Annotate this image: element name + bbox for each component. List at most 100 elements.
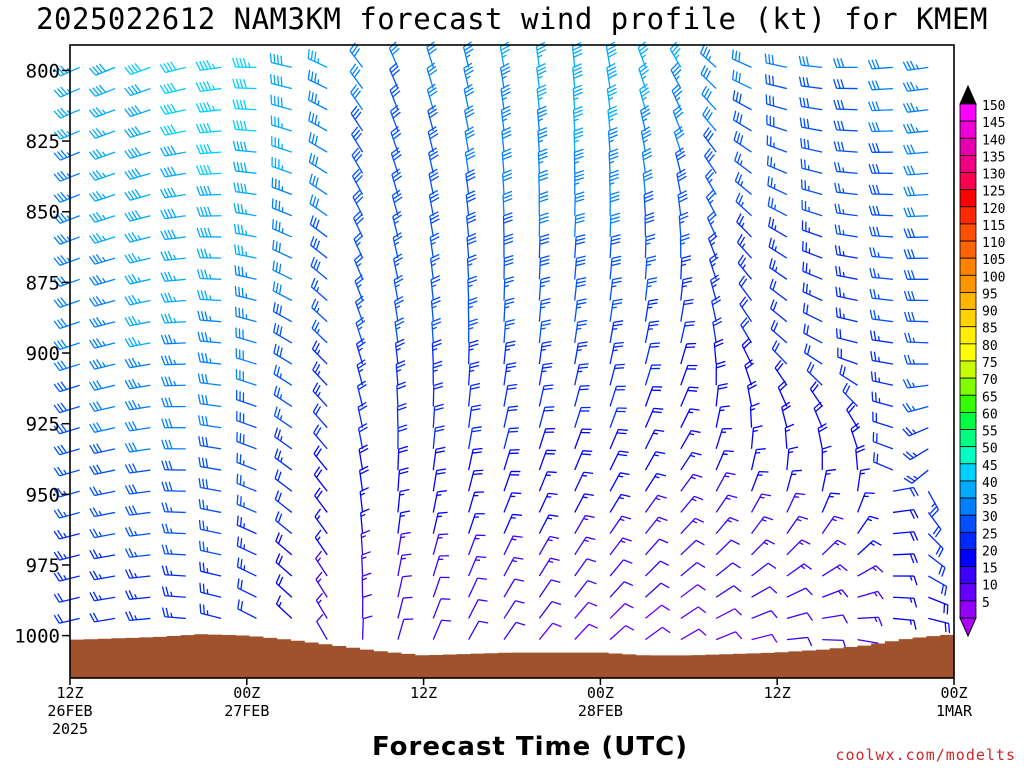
wind-barb: [432, 576, 450, 598]
barb-feather: [579, 363, 589, 366]
barb-feather: [873, 330, 877, 341]
barb-feather: [53, 509, 60, 519]
barb-feather: [834, 224, 838, 234]
wind-barb: [307, 90, 328, 111]
barb-feather: [902, 379, 909, 389]
wind-barb: [574, 580, 597, 598]
wind-barb: [701, 85, 717, 111]
barb-half-feather: [540, 327, 546, 330]
barb-feather: [659, 538, 669, 544]
barb-feather: [704, 147, 711, 157]
barb-feather: [168, 376, 173, 386]
wind-barb: [680, 298, 694, 322]
barb-feather: [875, 184, 880, 195]
wind-barb: [199, 582, 222, 598]
barb-feather: [60, 65, 68, 74]
wind-barb: [235, 390, 257, 408]
wind-barb: [834, 203, 858, 217]
barb-feather: [56, 235, 64, 244]
barb-feather: [314, 93, 318, 104]
wind-barb: [537, 148, 548, 174]
barb-feather: [195, 103, 201, 113]
barb-feather: [236, 473, 239, 484]
barb-feather: [643, 154, 653, 161]
barb-feather: [833, 99, 838, 110]
barb-feather: [768, 258, 773, 268]
wind-barb: [89, 338, 116, 349]
barb-feather: [537, 91, 547, 97]
barb-feather: [464, 48, 474, 55]
barb-feather: [134, 168, 142, 177]
barb-feather: [196, 227, 201, 238]
barb-feather: [128, 337, 134, 347]
barb-feather: [656, 472, 667, 477]
barb-feather: [315, 550, 323, 559]
barb-feather: [614, 341, 624, 345]
barb-feather: [579, 388, 589, 391]
barb-feather: [160, 251, 166, 261]
barb-half-feather: [774, 225, 777, 231]
barb-half-feather: [102, 235, 106, 241]
barb-feather: [206, 81, 212, 91]
barb-staff: [609, 603, 626, 619]
barb-feather: [672, 65, 680, 74]
wind-barb: [538, 492, 558, 513]
wind-barb: [426, 62, 438, 89]
y-tick-label: 900: [26, 343, 60, 365]
barb-feather: [647, 277, 658, 281]
wind-barb: [432, 533, 449, 556]
barb-feather: [674, 108, 683, 116]
barb-feather: [239, 78, 244, 89]
barb-feather: [871, 122, 877, 132]
barb-feather: [837, 183, 841, 193]
wind-barb: [274, 469, 293, 492]
barb-feather: [903, 186, 908, 196]
colorbar-label: 45: [982, 459, 998, 474]
barb-feather: [807, 139, 810, 150]
barb-half-feather: [574, 160, 580, 164]
barb-feather: [838, 245, 842, 256]
barb-feather: [472, 451, 482, 454]
wind-barb: [786, 446, 799, 471]
barb-feather: [833, 515, 844, 520]
barb-half-feather: [619, 518, 625, 522]
barb-feather: [429, 232, 440, 238]
wind-barb: [904, 332, 929, 344]
wind-barb: [360, 508, 370, 534]
barb-feather: [167, 250, 173, 260]
barb-feather: [56, 319, 64, 328]
barb-feather: [358, 426, 368, 433]
barb-feather: [131, 463, 138, 473]
wind-barb: [751, 609, 778, 620]
wind-barb: [609, 515, 632, 535]
barb-feather: [396, 385, 407, 390]
barb-feather: [313, 445, 320, 455]
barb-feather: [875, 565, 884, 573]
barb-feather: [56, 277, 64, 286]
barb-feather: [161, 460, 166, 470]
barb-feather: [620, 493, 631, 498]
wind-barb: [53, 107, 80, 119]
barb-feather: [399, 488, 410, 493]
barb-feather: [273, 74, 276, 85]
wind-barb: [857, 515, 879, 535]
wind-barb: [349, 42, 364, 68]
colorbar-swatch: [959, 411, 977, 430]
barb-feather: [676, 168, 686, 175]
wind-barb: [161, 523, 186, 535]
wind-barb: [53, 86, 80, 98]
wind-barb: [715, 539, 740, 556]
barb-feather: [198, 540, 202, 551]
barb-feather: [204, 311, 208, 321]
barb-feather: [503, 233, 514, 238]
chart-title: 2025022612 NAM3KM forecast wind profile …: [36, 2, 988, 36]
wind-barb: [468, 599, 488, 619]
barb-staff: [468, 620, 480, 640]
barb-half-feather: [101, 130, 106, 135]
barb-feather: [205, 395, 209, 405]
colorbar-label: 130: [982, 168, 1005, 183]
barb-feather: [541, 319, 552, 323]
barb-feather: [315, 592, 323, 601]
barb-feather: [623, 559, 633, 564]
wind-barb: [124, 168, 151, 180]
